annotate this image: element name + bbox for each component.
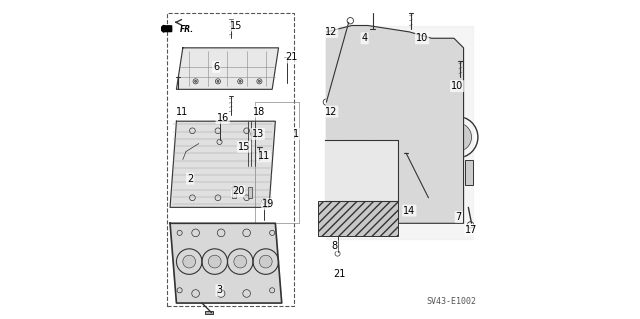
Text: 5: 5 — [348, 193, 355, 203]
Polygon shape — [326, 26, 463, 223]
Text: 6: 6 — [213, 62, 220, 72]
Text: 18: 18 — [253, 107, 266, 117]
Text: 1: 1 — [293, 129, 299, 139]
Bar — [167, 13, 294, 306]
Text: 20: 20 — [232, 186, 244, 197]
Text: 12: 12 — [325, 107, 337, 117]
Text: 13: 13 — [252, 129, 264, 139]
Text: SV43-E1002: SV43-E1002 — [427, 297, 477, 306]
Text: FR.: FR. — [180, 25, 195, 34]
Polygon shape — [170, 121, 275, 207]
Text: 15: 15 — [230, 20, 243, 31]
Circle shape — [209, 255, 221, 268]
Polygon shape — [324, 140, 398, 201]
Text: 10: 10 — [451, 81, 463, 91]
Circle shape — [382, 97, 398, 113]
Circle shape — [443, 123, 472, 152]
FancyArrow shape — [160, 25, 172, 32]
Text: 21: 21 — [333, 269, 346, 279]
Bar — [465, 160, 473, 185]
Text: 10: 10 — [416, 33, 428, 43]
Text: 14: 14 — [403, 205, 415, 216]
Circle shape — [195, 80, 196, 82]
Bar — [232, 187, 236, 198]
Circle shape — [382, 136, 398, 152]
Text: 2: 2 — [187, 174, 193, 184]
Bar — [248, 187, 252, 198]
Circle shape — [183, 255, 196, 268]
Text: 12: 12 — [325, 27, 337, 37]
Text: 16: 16 — [216, 113, 229, 123]
Text: 19: 19 — [262, 199, 275, 209]
Text: 15: 15 — [238, 142, 250, 152]
Bar — [319, 201, 398, 236]
Text: 21: 21 — [285, 52, 298, 63]
Text: 4: 4 — [362, 33, 368, 43]
Polygon shape — [170, 223, 282, 303]
Text: 17: 17 — [465, 225, 477, 235]
Text: 11: 11 — [258, 151, 270, 161]
Circle shape — [259, 255, 272, 268]
Circle shape — [252, 133, 254, 135]
Circle shape — [234, 255, 246, 268]
Polygon shape — [326, 26, 473, 239]
Circle shape — [382, 59, 398, 75]
Text: 11: 11 — [176, 107, 188, 117]
Circle shape — [259, 80, 260, 82]
Polygon shape — [177, 48, 278, 89]
Circle shape — [217, 80, 219, 82]
Text: 9: 9 — [348, 148, 353, 158]
Bar — [205, 311, 213, 314]
Text: 3: 3 — [216, 285, 223, 295]
Text: 7: 7 — [456, 212, 462, 222]
Circle shape — [239, 80, 241, 82]
Text: 8: 8 — [332, 241, 337, 251]
